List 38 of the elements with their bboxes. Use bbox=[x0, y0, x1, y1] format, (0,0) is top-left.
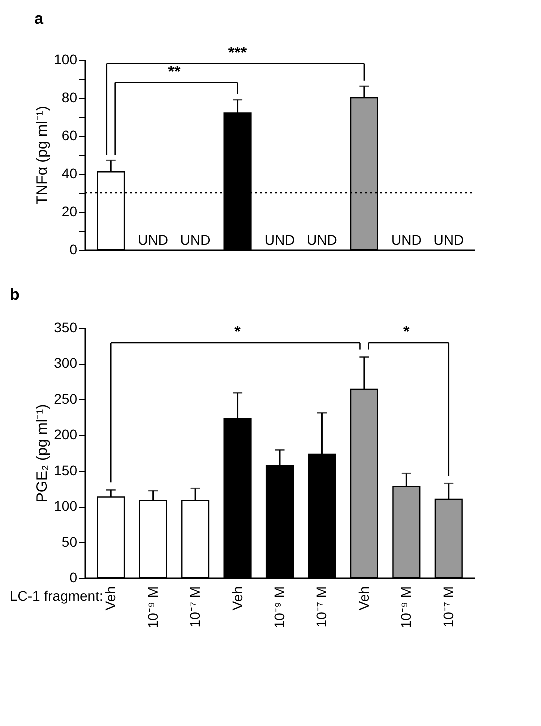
annotation: * bbox=[404, 324, 411, 341]
x-tick-label: Veh bbox=[102, 586, 119, 611]
text: UND bbox=[180, 232, 211, 248]
annotation: ** bbox=[168, 64, 182, 81]
x-tick-label: 10⁻⁹ M bbox=[144, 586, 161, 629]
y-tick-label: 100 bbox=[54, 498, 78, 514]
annotation: *** bbox=[228, 44, 248, 62]
y-tick-label: 300 bbox=[54, 355, 78, 372]
y-tick-label: 50 bbox=[62, 534, 78, 550]
y-tick-label: 60 bbox=[62, 128, 78, 144]
y-tick-label: 20 bbox=[62, 204, 78, 220]
x-axis-title: LC-1 fragment: bbox=[10, 588, 104, 604]
y-tick-label: 100 bbox=[54, 52, 78, 68]
chart-title: b bbox=[10, 287, 20, 304]
y-tick-label: 40 bbox=[62, 166, 78, 182]
y-axis-title: TNFα (pg ml⁻¹) bbox=[34, 106, 52, 205]
text: UND bbox=[264, 232, 296, 248]
y-tick-label: 250 bbox=[54, 390, 78, 407]
x-tick-label: Veh bbox=[356, 586, 372, 611]
x-tick-label: 10⁻⁷ M bbox=[314, 586, 330, 628]
x-tick-label: 10⁻⁷ M bbox=[187, 586, 204, 628]
text: UND bbox=[307, 232, 338, 248]
chart-title: a bbox=[34, 10, 44, 28]
x-tick-label: 10⁻⁹ M bbox=[272, 586, 288, 629]
y-tick-label: 80 bbox=[62, 90, 78, 106]
y-tick-label: 350 bbox=[54, 320, 78, 336]
y-tick-label: 0 bbox=[70, 242, 78, 258]
x-tick-label: Veh bbox=[229, 586, 246, 611]
y-tick-label: 0 bbox=[70, 570, 78, 586]
x-tick-label: 10⁻⁷ M bbox=[440, 586, 456, 628]
text: UND bbox=[434, 232, 464, 248]
y-axis-title: PGE₂ (pg ml⁻¹) bbox=[34, 404, 52, 503]
text: UND bbox=[391, 232, 422, 248]
text: UND bbox=[138, 232, 169, 248]
y-tick-label: 200 bbox=[54, 426, 78, 443]
y-tick-label: 150 bbox=[54, 462, 78, 478]
annotation: * bbox=[234, 324, 242, 341]
x-tick-label: 10⁻⁹ M bbox=[398, 586, 414, 629]
